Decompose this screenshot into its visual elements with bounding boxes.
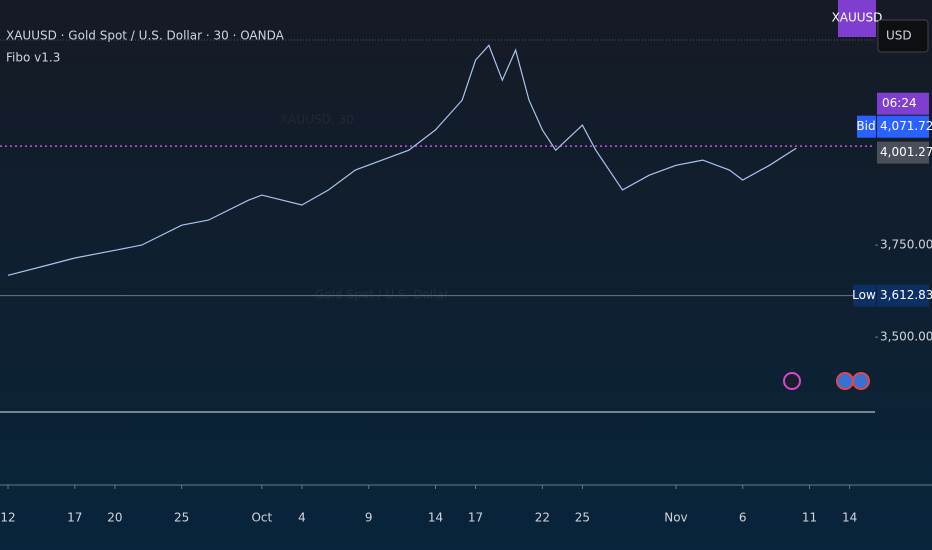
x-tick-label: 11 (802, 511, 817, 525)
countdown-box (877, 92, 929, 115)
bid-tag: Bid (856, 119, 875, 133)
price-label-box (877, 284, 929, 307)
watermark-symbol: XAUUSD, 30 (280, 113, 354, 127)
x-tick-label: 14 (842, 511, 857, 525)
x-tick-label: Oct (251, 511, 272, 525)
event-icon[interactable] (836, 372, 854, 390)
low-tag-box (853, 284, 876, 307)
symbol-tag: XAUUSD (832, 11, 883, 25)
price-label-box (877, 115, 929, 138)
x-tick-label: 6 (739, 511, 747, 525)
y-tick-label: 3,750.000 (880, 238, 932, 252)
event-icon[interactable] (783, 372, 801, 390)
x-tick-label: 20 (107, 511, 122, 525)
symbol-tag-box (838, 0, 876, 37)
currency-button[interactable] (877, 19, 929, 53)
x-tick-label: 14 (428, 511, 443, 525)
bid-tag-box (857, 115, 876, 138)
price-label: 3,612.835 (880, 288, 932, 302)
x-tick-label: 4 (298, 511, 306, 525)
price-line (7, 44, 797, 276)
x-tick-label: 17 (67, 511, 82, 525)
x-tick-label: Nov (664, 511, 687, 525)
x-tick-label: 25 (575, 511, 590, 525)
x-tick-label: 17 (468, 511, 483, 525)
x-tick-label: 12 (0, 511, 15, 525)
y-tick-label: 3,500.000 (880, 330, 932, 344)
price-label-box (877, 141, 929, 164)
low-tag: Low (852, 288, 876, 302)
indicator-name: Fibo v1.3 (6, 51, 60, 65)
x-tick-label: 9 (365, 511, 373, 525)
price-label: 4,001.275 (880, 145, 932, 159)
x-tick-label: 25 (174, 511, 189, 525)
price-label: 4,071.720 (880, 119, 932, 133)
event-icon[interactable] (852, 372, 870, 390)
chart-title: XAUUSD · Gold Spot / U.S. Dollar · 30 · … (6, 29, 285, 43)
watermark-name: Gold Spot / U.S. Dollar (315, 288, 449, 302)
countdown: 06:24 (882, 96, 917, 110)
x-tick-label: 22 (535, 511, 550, 525)
currency: USD (886, 29, 912, 43)
